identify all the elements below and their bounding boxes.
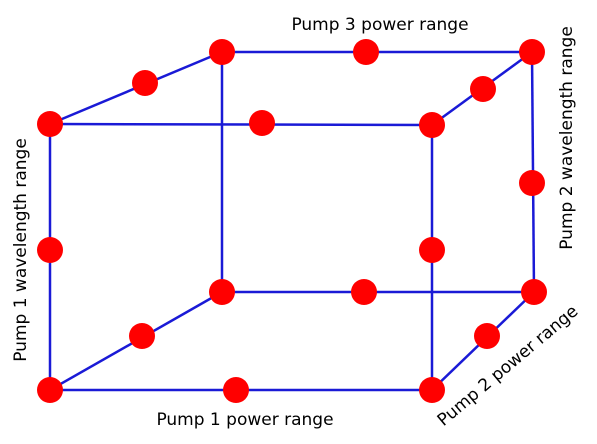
- nodes: [37, 39, 547, 403]
- node: [209, 39, 235, 65]
- node: [37, 237, 63, 263]
- node: [419, 112, 445, 138]
- node: [519, 170, 545, 196]
- node: [470, 76, 496, 102]
- node: [351, 279, 377, 305]
- node: [209, 279, 235, 305]
- edge: [49, 122, 433, 127]
- axis-label: Pump 3 power range: [291, 15, 468, 35]
- edges: [48, 50, 536, 392]
- node: [129, 323, 155, 349]
- axis-label: Pump 2 wavelength range: [557, 26, 577, 250]
- node: [249, 110, 275, 136]
- node: [474, 323, 500, 349]
- node: [519, 39, 545, 65]
- axis-label: Pump 1 wavelength range: [11, 138, 31, 362]
- axis-label: Pump 1 power range: [156, 410, 333, 430]
- node: [37, 377, 63, 403]
- node: [419, 377, 445, 403]
- node: [37, 111, 63, 137]
- node: [223, 377, 249, 403]
- node: [419, 237, 445, 263]
- node: [132, 70, 158, 96]
- node: [521, 279, 547, 305]
- node: [353, 39, 379, 65]
